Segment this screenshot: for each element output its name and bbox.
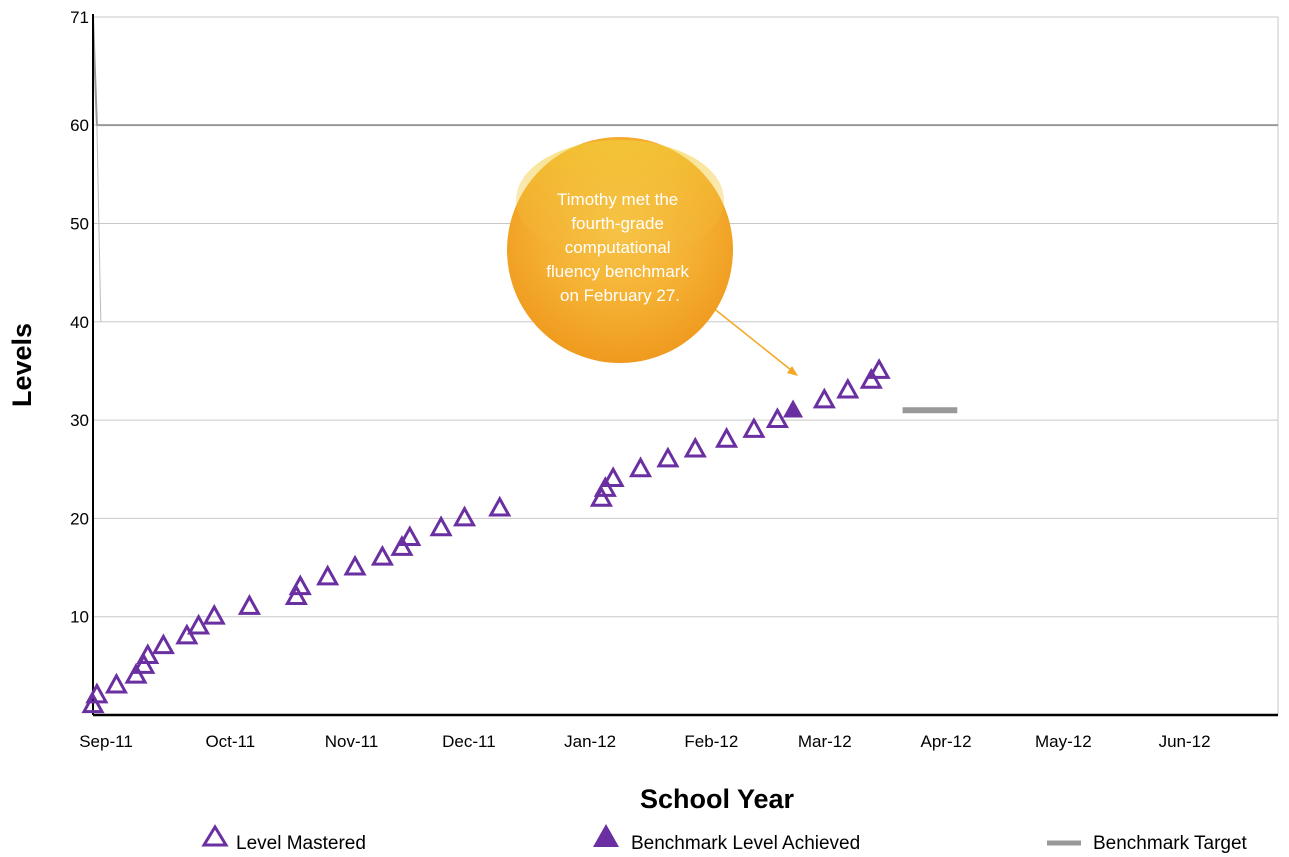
annotation-line-1: Timothy met the	[557, 190, 678, 209]
level-mastered-point	[593, 476, 617, 497]
level-mastered-point	[656, 446, 680, 468]
x-tick-label: May-12	[1035, 732, 1092, 751]
x-tick-label: Jan-12	[564, 732, 616, 751]
level-mastered-point	[601, 466, 625, 488]
level-mastered-point	[715, 426, 739, 448]
level-mastered-point	[104, 672, 129, 694]
annotation-line-3: computational	[565, 238, 671, 257]
level-mastered-point	[867, 358, 891, 379]
level-mastered-point	[859, 367, 883, 389]
level-mastered-point	[390, 535, 414, 556]
annotation-bubble-gloss	[516, 140, 724, 260]
level-mastered-point	[284, 584, 308, 606]
y-tick-label: 60	[70, 116, 89, 135]
annotation-callout: Timothy met the fourth-grade computation…	[507, 137, 798, 376]
level-mastered-point	[398, 525, 422, 547]
x-axis-title: School Year	[640, 784, 795, 814]
y-tick-label: 30	[70, 411, 89, 430]
level-mastered-point	[237, 594, 261, 615]
level-mastered-point	[81, 692, 105, 714]
benchmark-reference-polyline	[92, 16, 1278, 127]
level-mastered-point	[288, 574, 312, 596]
axes	[92, 14, 1278, 717]
annotation-arrow-head	[787, 366, 798, 376]
x-tick-label: Dec-11	[442, 732, 496, 751]
level-mastered-point	[132, 653, 156, 674]
benchmark-achieved-series	[783, 399, 804, 418]
x-tick-label: Oct-11	[205, 732, 255, 751]
y-tick-label: 20	[70, 509, 89, 528]
level-mastered-point	[343, 554, 367, 576]
level-mastered-point	[765, 407, 789, 429]
x-tick-label: Mar-12	[798, 732, 852, 751]
annotation-line-4: fluency benchmark	[546, 262, 689, 281]
x-tick-label: Nov-11	[325, 732, 379, 751]
filled-triangle-icon	[593, 824, 619, 847]
level-mastered-point	[187, 613, 211, 635]
x-tick-label: Sep-11	[79, 732, 133, 751]
y-tick-label: 50	[70, 214, 89, 233]
level-mastered-point	[742, 417, 766, 438]
level-mastered-point	[488, 495, 512, 517]
level-mastered-point	[589, 485, 613, 507]
annotation-line-2: fourth-grade	[571, 214, 664, 233]
level-mastered-point	[836, 377, 860, 399]
x-tick-label: Apr-12	[921, 732, 972, 751]
legend: Level Mastered Benchmark Level Achieved …	[201, 824, 1248, 854]
annotation-arrow	[711, 306, 797, 375]
level-mastered-series	[81, 358, 891, 714]
legend-label-level-mastered: Level Mastered	[236, 833, 366, 854]
level-mastered-point	[136, 643, 160, 664]
level-mastered-point	[812, 387, 836, 409]
level-mastered-point	[683, 436, 707, 458]
level-mastered-point	[628, 456, 653, 478]
x-tick-labels: Sep-11 Oct-11 Nov-11 Dec-11 Jan-12 Feb-12 Mar-…	[79, 732, 1210, 751]
benchmark-achieved-point	[783, 399, 804, 418]
annotation-line-5: on February 27.	[560, 286, 680, 305]
level-mastered-point	[124, 662, 148, 684]
x-tick-label: Jun-12	[1159, 732, 1211, 751]
y-tick-labels: 10 20 30 40 50 60 71	[70, 8, 89, 627]
x-tick-label: Feb-12	[684, 732, 738, 751]
level-mastered-point	[370, 544, 394, 566]
level-mastered-point	[202, 603, 226, 625]
legend-item-benchmark-target: Benchmark Target	[1047, 833, 1248, 854]
legend-label-benchmark-achieved: Benchmark Level Achieved	[631, 833, 860, 854]
y-tick-label: 40	[70, 313, 89, 332]
y-axis-title: Levels	[7, 323, 37, 407]
legend-item-level-mastered: Level Mastered	[201, 824, 366, 854]
level-mastered-point	[316, 564, 340, 586]
benchmark-reference-line	[92, 16, 1278, 322]
svg-text:Timothy met the fourth-g: Timothy met the fourth-grade computation…	[546, 190, 693, 305]
hollow-triangle-icon	[201, 824, 229, 847]
legend-label-benchmark-target: Benchmark Target	[1093, 833, 1248, 854]
grid-lines	[93, 16, 1279, 715]
y-tick-label: 10	[70, 608, 89, 627]
level-mastered-point	[429, 515, 453, 537]
legend-item-benchmark-achieved: Benchmark Level Achieved	[593, 824, 860, 854]
level-mastered-point	[175, 623, 199, 645]
reference-drop-line	[96, 125, 102, 322]
y-tick-label: 71	[70, 8, 89, 27]
level-mastered-point	[452, 505, 477, 527]
level-mastered-point	[85, 682, 109, 704]
level-mastered-point	[151, 633, 175, 655]
